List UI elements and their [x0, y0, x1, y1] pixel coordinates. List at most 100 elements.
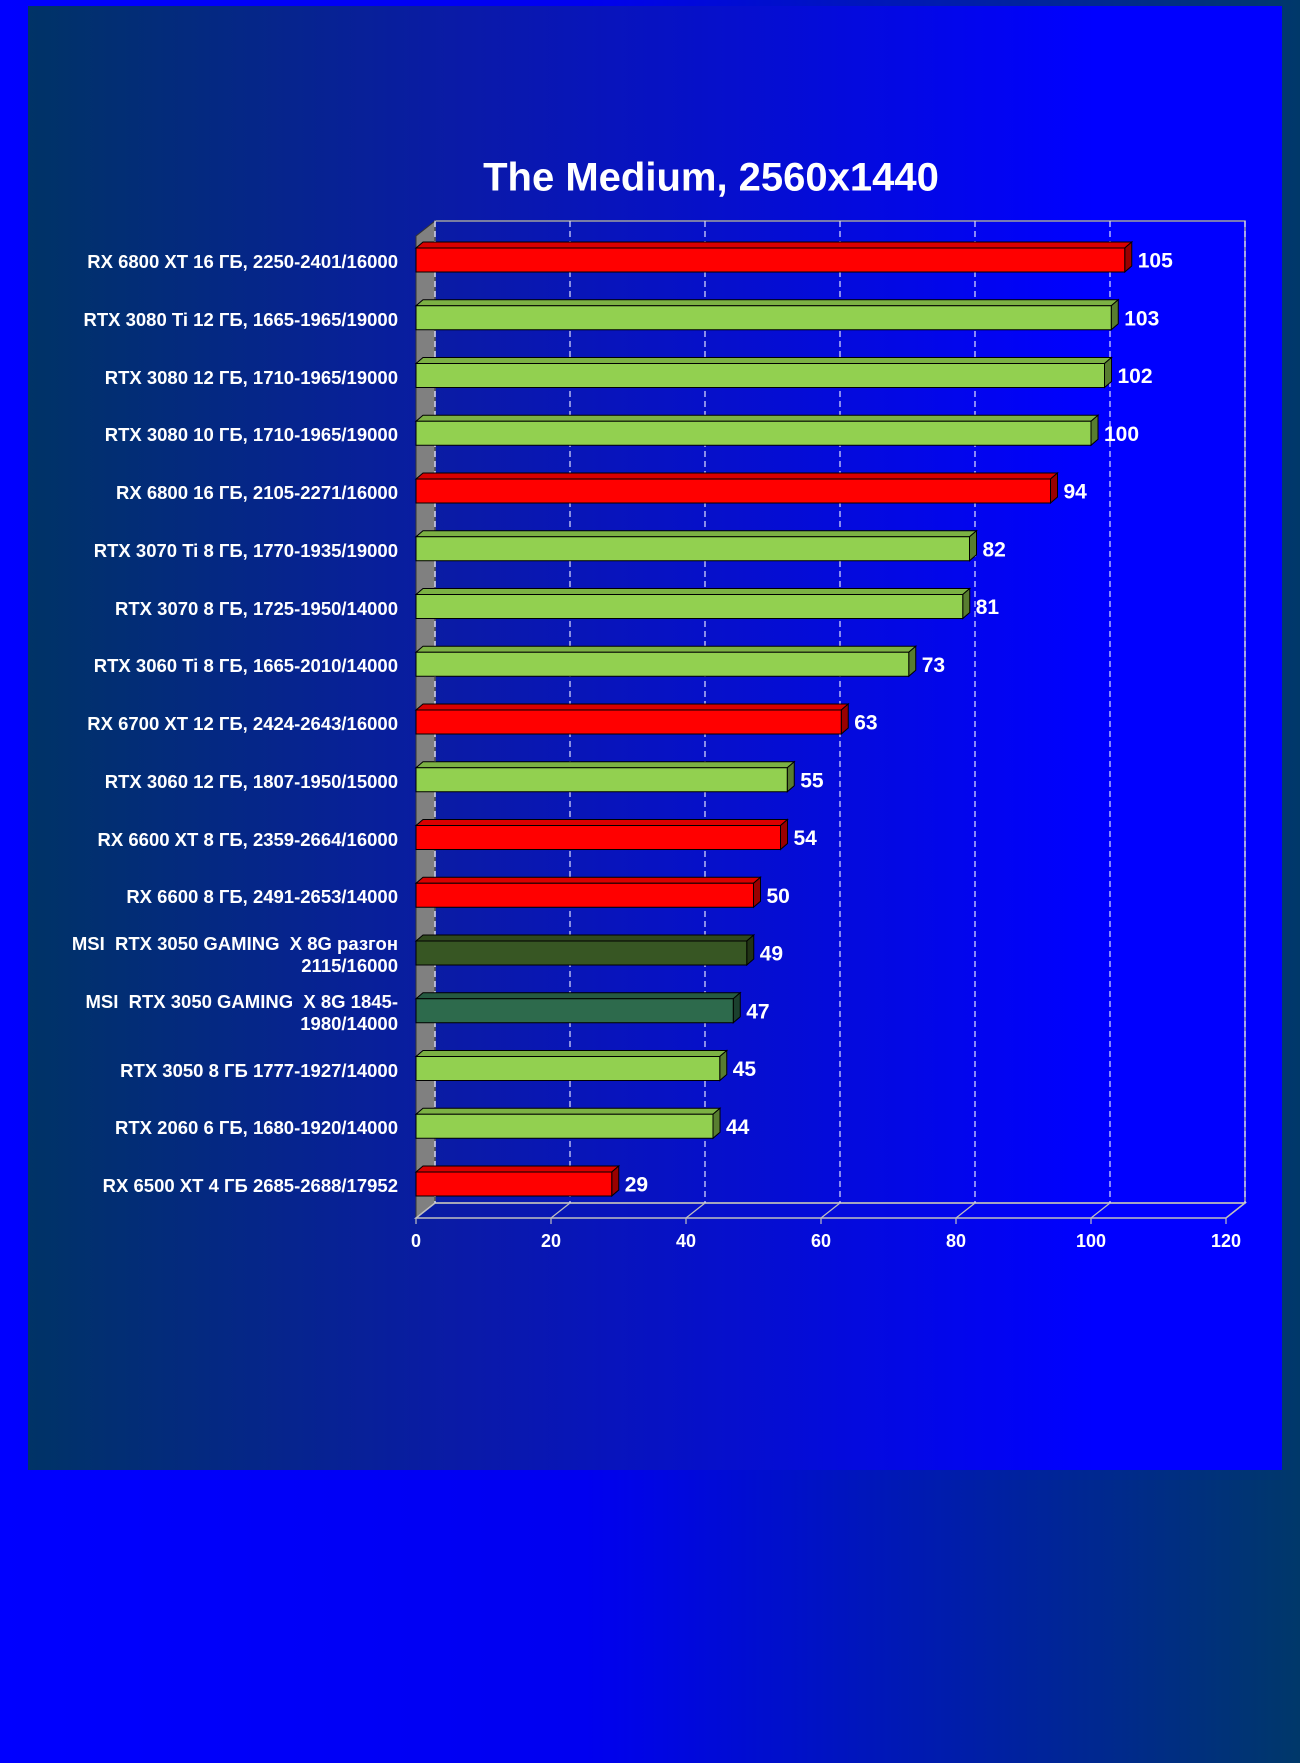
bar	[414, 356, 1113, 389]
x-tick-label: 100	[1076, 1231, 1106, 1251]
floor-line	[1225, 1202, 1246, 1219]
bar-side	[1124, 240, 1133, 274]
bar-side	[712, 1107, 721, 1140]
y-tick-label: RTX 3070 Ti 8 ГБ, 1770-1935/19000	[93, 539, 398, 561]
floor-line	[1090, 1202, 1111, 1219]
bar-top	[414, 1165, 621, 1173]
value-label: 63	[854, 712, 877, 735]
bar-front	[415, 420, 1092, 446]
bar-side	[908, 645, 917, 678]
bar-top	[414, 819, 789, 826]
y-tick-label: RX 6600 8 ГБ, 2491-2653/14000	[126, 886, 398, 908]
bar-side	[962, 587, 971, 620]
bar-front	[415, 478, 1051, 504]
bar	[414, 818, 789, 851]
bar	[414, 1164, 621, 1198]
bar	[414, 1049, 729, 1082]
bar-side	[719, 1049, 728, 1082]
bar-side	[1110, 298, 1119, 331]
floor-line	[550, 1202, 571, 1219]
x-tick-label: 60	[811, 1231, 831, 1251]
value-label: 94	[1064, 481, 1088, 504]
value-label: 73	[922, 654, 945, 677]
bar-front	[415, 1113, 714, 1139]
bar	[414, 991, 742, 1024]
bar-top	[414, 241, 1134, 249]
floor-line	[955, 1202, 976, 1219]
bar	[414, 529, 978, 562]
x-tick-label: 20	[541, 1231, 561, 1251]
value-label: 49	[760, 943, 783, 966]
bar-side	[1050, 471, 1058, 505]
y-tick-label: RX 6600 XT 8 ГБ, 2359-2664/16000	[97, 828, 398, 850]
bar-top	[414, 588, 972, 595]
floor-line	[685, 1202, 706, 1219]
value-label: 81	[976, 596, 1000, 619]
bar-front	[415, 767, 788, 793]
bar	[414, 587, 972, 620]
bar	[414, 876, 762, 909]
bar-side	[840, 702, 849, 736]
bar	[414, 1107, 722, 1140]
bar-top	[414, 1107, 722, 1115]
x-tick-label: 0	[411, 1231, 421, 1251]
bar	[414, 702, 850, 736]
bar-front	[415, 825, 781, 850]
bar-side	[780, 818, 788, 851]
value-label: 100	[1104, 423, 1139, 446]
bar-side	[969, 529, 977, 562]
y-tick-label: RTX 3080 12 ГБ, 1710-1965/19000	[104, 366, 398, 388]
y-tick-label: RTX 3050 8 ГБ 1777-1927/14000	[120, 1059, 398, 1081]
bar-front	[415, 1056, 721, 1081]
bar-side	[753, 876, 761, 909]
bar-front	[415, 594, 964, 619]
bar-top	[414, 876, 762, 884]
bar-top	[414, 357, 1113, 364]
value-label: 54	[794, 827, 818, 850]
bar-top	[414, 530, 978, 538]
y-tick-label: RX 6800 XT 16 ГБ, 2250-2401/16000	[87, 251, 398, 272]
bar-top	[414, 1050, 729, 1057]
y-tick-label: RX 6500 XT 4 ГБ 2685-2688/17952	[102, 1175, 398, 1196]
bar-front	[415, 363, 1105, 388]
bar-top	[414, 761, 796, 769]
value-label: 45	[733, 1058, 757, 1081]
bar-front	[415, 305, 1112, 331]
y-tick-label: RTX 3080 10 ГБ, 1710-1965/19000	[104, 424, 398, 446]
value-label: 82	[983, 538, 1006, 561]
bar-front	[415, 247, 1126, 273]
x-tick-label: 120	[1211, 1231, 1241, 1251]
bar-top	[414, 472, 1059, 480]
bar-side	[732, 991, 741, 1024]
bar-front	[415, 998, 734, 1024]
value-label: 29	[625, 1174, 648, 1197]
x-tick-label: 40	[676, 1231, 696, 1251]
chart-title: The Medium, 2560x1440	[483, 156, 939, 200]
y-tick-label: RTX 2060 6 ГБ, 1680-1920/14000	[115, 1117, 398, 1139]
bar-side	[786, 760, 795, 793]
bar	[414, 298, 1120, 331]
bar	[414, 414, 1100, 447]
bar-top	[414, 992, 742, 1000]
y-tick-label: RTX 3080 Ti 12 ГБ, 1665-1965/19000	[83, 308, 398, 330]
value-label: 105	[1138, 250, 1173, 273]
value-label: 44	[726, 1116, 750, 1139]
bar-top	[414, 703, 850, 711]
x-tick-label: 80	[946, 1231, 966, 1251]
bar-side	[746, 933, 755, 967]
bar-front	[415, 882, 754, 908]
bar	[414, 471, 1059, 505]
bar-front	[415, 651, 910, 677]
value-label: 50	[767, 885, 790, 908]
value-label: 102	[1118, 365, 1153, 388]
y-tick-label: MSI RTX 3050 GAMING X 8G 1845-1980/14000	[85, 990, 398, 1034]
y-tick-label: MSI RTX 3050 GAMING X 8G разгон 2115/160…	[71, 933, 398, 976]
value-label: 47	[746, 1000, 769, 1023]
bar	[414, 933, 756, 967]
y-tick-label: RTX 3060 12 ГБ, 1807-1950/15000	[104, 770, 398, 792]
floor-line	[415, 1202, 436, 1219]
bar	[414, 760, 796, 793]
value-label: 55	[800, 769, 824, 792]
